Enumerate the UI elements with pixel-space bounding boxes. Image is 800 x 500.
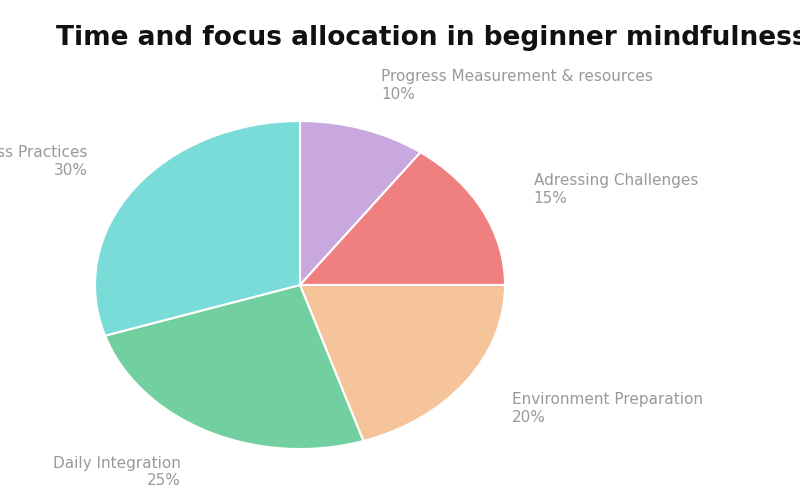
Text: Time and focus allocation in beginner mindfulness practices: Time and focus allocation in beginner mi… bbox=[56, 25, 800, 51]
Wedge shape bbox=[300, 285, 505, 441]
Wedge shape bbox=[300, 121, 421, 285]
Text: Daily Integration
25%: Daily Integration 25% bbox=[53, 456, 181, 488]
Text: Adressing Challenges
15%: Adressing Challenges 15% bbox=[534, 174, 698, 206]
Text: Mindfulness Practices
30%: Mindfulness Practices 30% bbox=[0, 146, 88, 178]
Text: Progress Measurement & resources
10%: Progress Measurement & resources 10% bbox=[381, 69, 653, 102]
Wedge shape bbox=[300, 152, 505, 285]
Text: Environment Preparation
20%: Environment Preparation 20% bbox=[512, 392, 703, 424]
Wedge shape bbox=[105, 285, 363, 449]
Wedge shape bbox=[95, 121, 300, 336]
